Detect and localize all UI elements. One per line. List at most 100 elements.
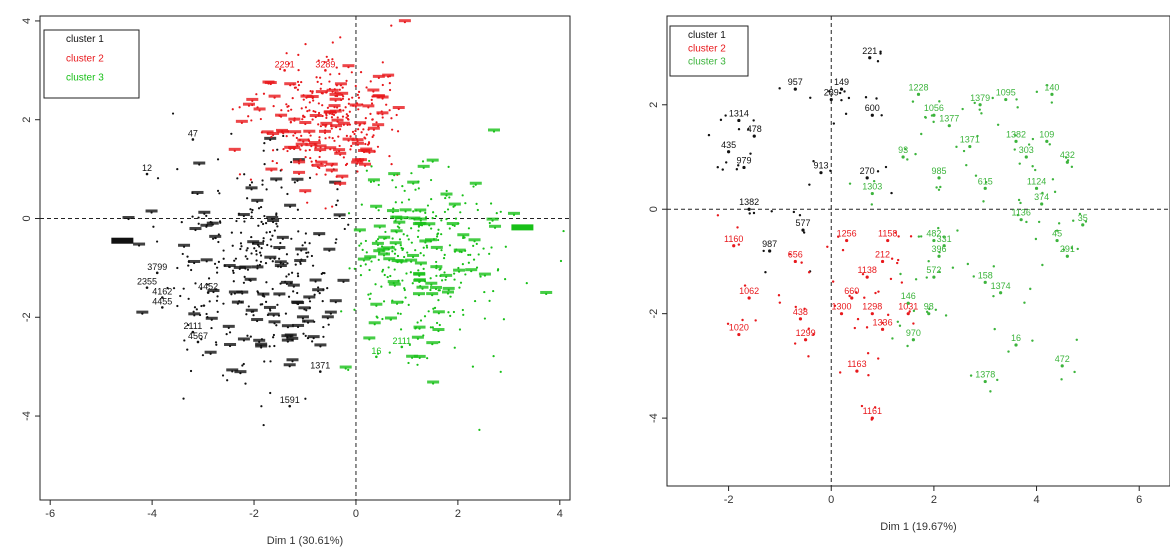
data-point [422, 246, 425, 249]
data-point [408, 343, 411, 347]
point-label-mark [291, 177, 304, 181]
data-point [264, 262, 268, 265]
data-point [495, 212, 498, 215]
x-tick-label: 4 [557, 508, 563, 520]
labeled-point [324, 69, 327, 72]
data-point [324, 164, 327, 167]
data-point [234, 257, 238, 260]
point-label-mark [367, 88, 380, 92]
data-point [448, 227, 451, 230]
data-point [1057, 222, 1061, 225]
point-label-mark [329, 299, 342, 303]
data-point [326, 106, 329, 109]
point-label-mark [237, 213, 250, 217]
data-point [336, 116, 339, 119]
data-point [838, 371, 842, 374]
point-label-mark [245, 186, 258, 190]
point-label-mark [133, 242, 146, 246]
point-label-mark [333, 213, 346, 217]
point-label-mark [383, 257, 396, 261]
data-point [231, 108, 234, 111]
point-label-mark [337, 278, 350, 282]
point-label: 656 [788, 249, 803, 259]
point-label-mark [406, 354, 419, 358]
data-point [848, 294, 851, 298]
data-point [453, 346, 456, 349]
data-point [278, 257, 281, 260]
point-label: 1020 [729, 323, 749, 333]
point-label: 289 [824, 88, 839, 98]
point-label: 435 [721, 140, 736, 150]
data-point [1015, 98, 1018, 101]
data-point [874, 291, 877, 295]
data-point [406, 251, 409, 254]
data-point [266, 313, 270, 317]
point-label-mark [357, 257, 370, 261]
data-point [296, 208, 300, 211]
data-point [358, 244, 361, 247]
data-point [309, 156, 312, 160]
data-point [927, 312, 931, 316]
data-point [1034, 186, 1039, 190]
data-point [472, 244, 475, 247]
data-point [289, 120, 292, 124]
data-point [433, 306, 437, 309]
point-label-mark [287, 283, 300, 287]
data-point [376, 145, 380, 148]
point-label-mark [204, 350, 217, 354]
data-point [393, 268, 396, 271]
data-point [343, 227, 346, 231]
data-point [346, 123, 349, 126]
points-layer: 2355416244554567211144521371159137994712… [111, 19, 565, 432]
data-point [246, 197, 249, 200]
data-point [290, 237, 293, 240]
data-point [297, 53, 300, 56]
data-point [265, 188, 268, 191]
data-point [417, 269, 420, 272]
point-label-mark [292, 158, 305, 162]
point-label-mark [314, 343, 327, 347]
data-point [230, 231, 233, 234]
data-point [932, 238, 936, 243]
data-point [847, 96, 851, 100]
point-label: 1256 [837, 229, 857, 239]
data-point [832, 122, 836, 125]
data-point [391, 215, 394, 218]
data-point [301, 244, 304, 247]
data-point [855, 291, 858, 294]
data-point [735, 168, 739, 171]
data-point [341, 115, 345, 118]
data-point [250, 211, 253, 214]
data-point [894, 231, 897, 234]
data-point [269, 309, 272, 312]
point-label: 93 [898, 145, 908, 155]
data-point [914, 152, 917, 156]
data-point [360, 203, 363, 206]
data-point [499, 370, 502, 373]
data-point [210, 221, 213, 224]
data-point [247, 115, 250, 118]
data-point [182, 397, 185, 400]
data-point [736, 226, 739, 229]
point-label-mark [453, 248, 466, 252]
data-point [302, 332, 305, 335]
point-label-mark [371, 241, 384, 245]
data-point [253, 247, 256, 250]
data-point [833, 304, 837, 307]
data-point [432, 211, 435, 214]
data-point [248, 278, 251, 282]
data-point [938, 250, 941, 254]
data-point [876, 170, 880, 173]
data-point [344, 106, 347, 109]
data-point [402, 233, 405, 236]
data-point [250, 119, 253, 122]
data-point [996, 378, 999, 382]
data-point [335, 203, 338, 207]
data-point [370, 165, 373, 168]
data-point [399, 312, 402, 315]
data-point [875, 97, 878, 100]
data-point [880, 259, 885, 264]
x-tick-label: 6 [1136, 494, 1142, 506]
data-point [860, 404, 864, 408]
data-point [829, 169, 832, 172]
